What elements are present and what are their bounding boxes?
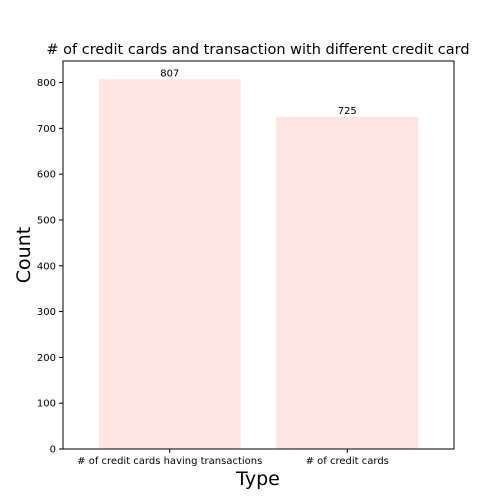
y-tick-label-3: 300: [37, 307, 56, 318]
chart-title: # of credit cards and transaction with d…: [46, 42, 469, 58]
y-tick-label-8: 800: [37, 78, 56, 89]
bar-1: [276, 116, 419, 449]
y-tick-label-2: 200: [37, 353, 56, 364]
bar-0: [98, 79, 241, 450]
y-tick-label-1: 100: [37, 399, 56, 410]
y-tick-label-6: 600: [37, 170, 56, 181]
bars-group: [98, 79, 419, 450]
plot-frame: [62, 60, 455, 450]
x-tick-label-0: # of credit cards having transactions: [77, 456, 262, 467]
y-axis-label: Count: [13, 227, 35, 283]
y-tick-label-4: 400: [37, 261, 56, 272]
y-tick-label-5: 500: [37, 215, 56, 226]
y-tick-label-7: 700: [37, 124, 56, 135]
x-axis-ticks: # of credit cards having transactions # o…: [77, 449, 389, 467]
data-labels-group: 807 725: [160, 68, 357, 117]
y-axis-ticks: 0 100 200 300 400 500 600 700 800: [37, 78, 63, 456]
x-tick-label-1: # of credit cards: [306, 456, 389, 467]
data-label-1: 725: [338, 106, 357, 117]
data-label-0: 807: [160, 68, 179, 79]
x-axis-label: Type: [235, 468, 280, 490]
y-tick-label-0: 0: [50, 445, 56, 456]
